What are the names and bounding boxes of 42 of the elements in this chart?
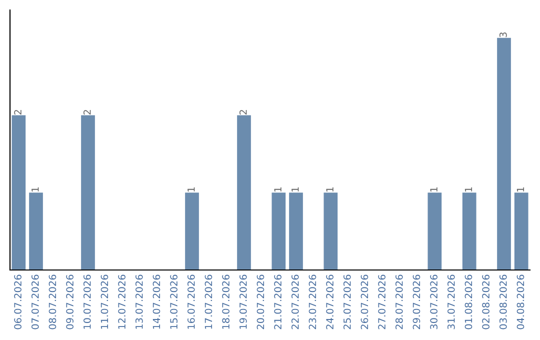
- data-label: 2: [83, 110, 91, 115]
- data-label: 1: [430, 187, 438, 192]
- data-label: 1: [32, 187, 39, 192]
- x-tick-label: 08.07.2026: [48, 274, 56, 330]
- data-label: 2: [239, 110, 247, 115]
- x-tick-label: 28.07.2026: [395, 274, 403, 330]
- x-tick-label: 13.07.2026: [135, 274, 143, 329]
- x-tick-label: 21.07.2026: [274, 274, 282, 330]
- x-tick-label: 14.07.2026: [152, 274, 160, 329]
- x-tick-label: 06.07.2026: [14, 274, 22, 330]
- data-label: 1: [292, 187, 299, 192]
- x-tick-label: 23.07.2026: [308, 274, 316, 330]
- x-tick-label: 12.07.2026: [118, 274, 126, 329]
- x-tick-label: 11.07.2026: [100, 274, 108, 329]
- x-tick-label: 22.07.2026: [291, 274, 299, 330]
- data-label: 1: [188, 187, 195, 192]
- data-label: 3: [499, 32, 507, 38]
- x-tick-label: 30.07.2026: [430, 274, 438, 330]
- x-tick-label: 25.07.2026: [343, 274, 351, 330]
- x-tick-label: 03.08.2026: [499, 274, 507, 330]
- data-label: 1: [464, 187, 472, 192]
- data-label: 1: [516, 187, 524, 192]
- x-tick-label: 20.07.2026: [256, 274, 264, 330]
- x-tick-label: 01.08.2026: [464, 274, 472, 330]
- x-tick-label: 04.08.2026: [516, 274, 524, 330]
- x-tick-label: 07.07.2026: [31, 274, 39, 330]
- data-label: 1: [274, 187, 282, 192]
- x-tick-label: 27.07.2026: [378, 274, 386, 330]
- data-label: 2: [14, 110, 22, 115]
- data-label: 1: [326, 187, 334, 192]
- x-tick-label: 31.07.2026: [447, 274, 455, 330]
- x-tick-label: 24.07.2026: [326, 274, 334, 330]
- x-tick-label: 18.07.2026: [222, 274, 230, 329]
- x-tick-label: 26.07.2026: [360, 274, 368, 330]
- x-tick-label: 17.07.2026: [204, 274, 212, 329]
- x-tick-label: 16.07.2026: [187, 274, 195, 329]
- x-tick-label: 02.08.2026: [482, 274, 490, 330]
- x-tick-label: 19.07.2026: [239, 274, 247, 329]
- x-tick-label: 10.07.2026: [83, 274, 91, 329]
- x-tick-label: 29.07.2026: [412, 274, 420, 330]
- x-tick-label: 09.07.2026: [66, 274, 74, 330]
- x-tick-label: 15.07.2026: [170, 274, 178, 329]
